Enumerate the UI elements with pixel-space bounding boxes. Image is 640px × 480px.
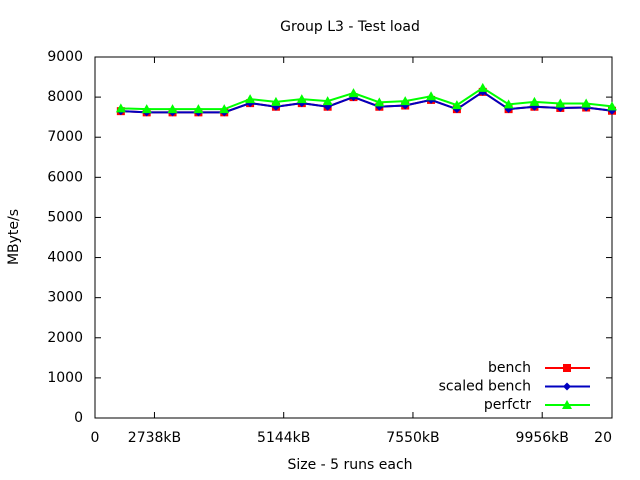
marker xyxy=(607,101,617,111)
marker xyxy=(374,97,385,107)
marker xyxy=(426,91,437,101)
marker xyxy=(141,104,152,114)
y-tick-label: 4000 xyxy=(47,250,83,266)
marker xyxy=(348,88,359,98)
x-tick-label: 9956kB xyxy=(516,430,569,446)
y-tick-label: 0 xyxy=(74,410,83,426)
x-tick-label: 20 xyxy=(594,430,612,446)
marker xyxy=(115,103,126,113)
marker xyxy=(477,82,488,92)
legend-label: scaled bench xyxy=(439,379,531,395)
y-tick-label: 6000 xyxy=(47,169,83,185)
plot-frame xyxy=(94,56,613,419)
series-line xyxy=(120,86,613,111)
marker xyxy=(555,98,566,108)
marker xyxy=(167,104,178,114)
x-tick-label: 2738kB xyxy=(128,430,181,446)
legend-label: bench xyxy=(488,360,531,376)
marker xyxy=(503,99,514,109)
marker xyxy=(296,94,307,104)
marker xyxy=(562,400,572,409)
marker xyxy=(400,96,411,106)
marker xyxy=(245,94,256,104)
y-tick-label: 5000 xyxy=(47,209,83,225)
marker xyxy=(322,96,333,106)
y-tick-label: 2000 xyxy=(47,330,83,346)
x-tick-label: 0 xyxy=(91,430,100,446)
y-tick-label: 3000 xyxy=(47,290,83,306)
marker xyxy=(193,104,204,114)
marker xyxy=(219,104,230,114)
marker xyxy=(563,364,571,372)
y-tick-label: 8000 xyxy=(47,89,83,105)
y-axis-label: MByte/s xyxy=(6,209,22,265)
marker xyxy=(451,100,462,110)
y-tick-label: 9000 xyxy=(47,49,83,65)
y-tick-label: 1000 xyxy=(47,370,83,386)
legend-label: perfctr xyxy=(484,397,531,413)
marker xyxy=(563,382,571,391)
marker xyxy=(270,96,281,106)
chart-title: Group L3 - Test load xyxy=(280,19,420,35)
marker xyxy=(581,98,592,108)
y-tick-label: 7000 xyxy=(47,129,83,145)
x-tick-label: 7550kB xyxy=(386,430,439,446)
x-axis-label: Size - 5 runs each xyxy=(287,457,412,473)
x-tick-label: 5144kB xyxy=(257,430,310,446)
marker xyxy=(529,96,540,106)
